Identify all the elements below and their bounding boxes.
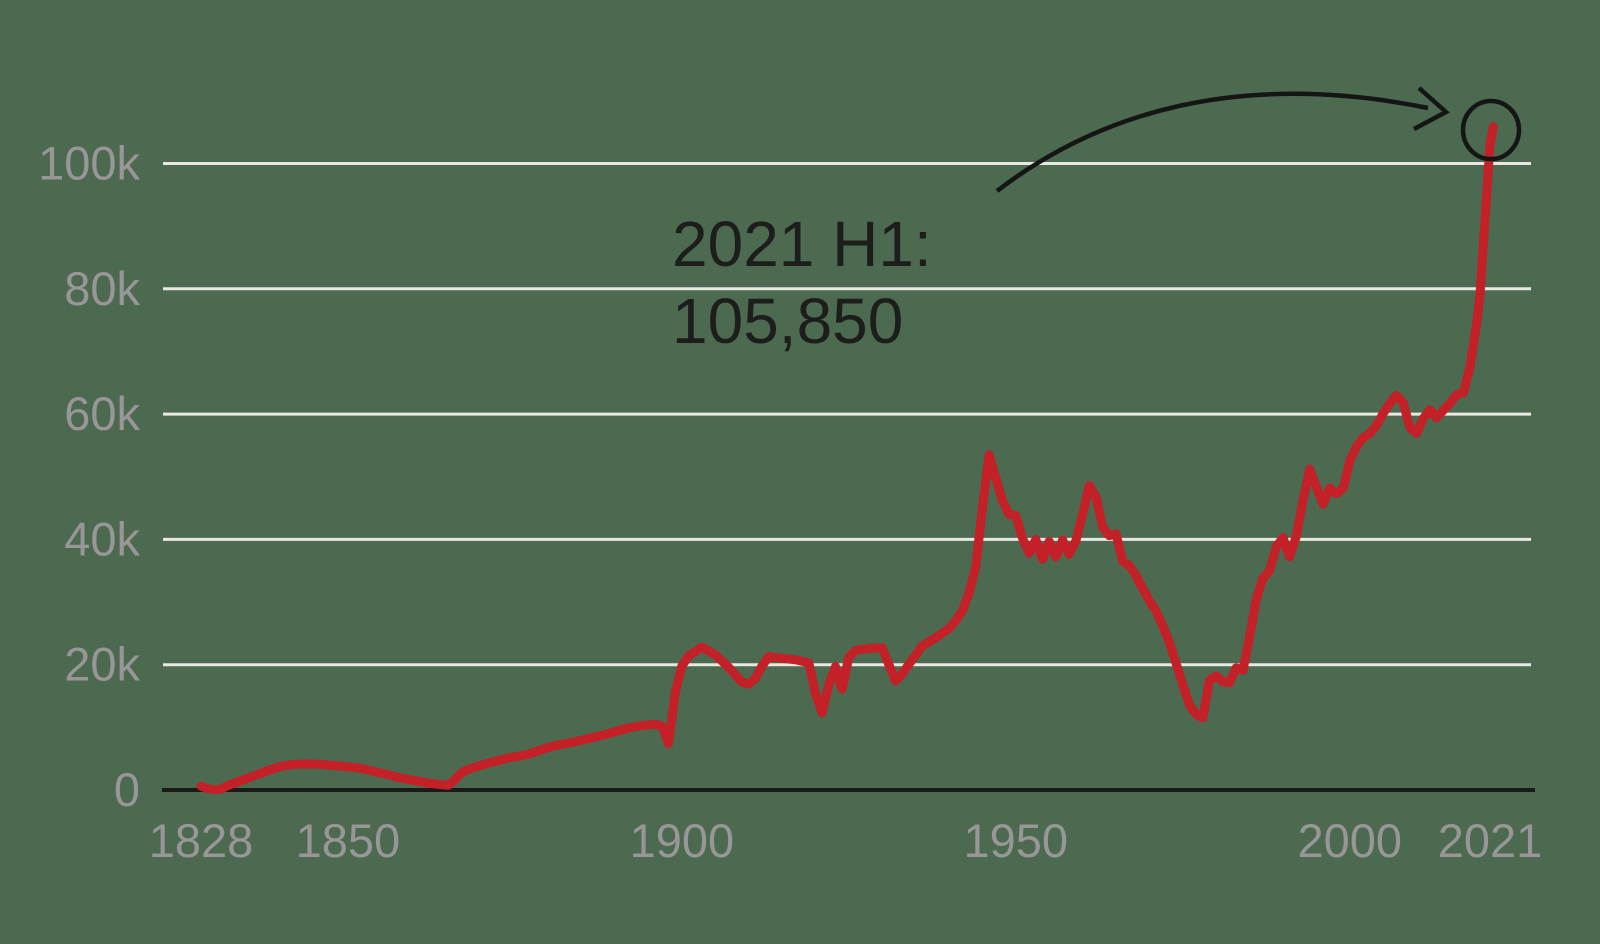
annotation-text-line1: 2021 H1: <box>672 208 932 280</box>
x-tick-label-2000: 2000 <box>1298 814 1403 867</box>
x-axis-tick-labels: 1828 1850 1900 1950 2000 2021 <box>149 814 1543 867</box>
x-tick-label-2021: 2021 <box>1438 814 1543 867</box>
y-tick-label-40k: 40k <box>64 512 140 565</box>
x-tick-label-1900: 1900 <box>630 814 735 867</box>
y-tick-label-100k: 100k <box>38 137 140 190</box>
y-tick-label-60k: 60k <box>64 387 140 440</box>
y-tick-label-80k: 80k <box>64 262 140 315</box>
x-tick-label-1850: 1850 <box>296 814 401 867</box>
annotation-arrowhead <box>1412 86 1450 131</box>
y-axis-tick-labels: 0 20k 40k 60k 80k 100k <box>38 137 140 817</box>
y-tick-label-20k: 20k <box>64 638 140 691</box>
annotation-text-line2: 105,850 <box>672 285 903 357</box>
gridlines <box>163 162 1531 667</box>
endpoint-highlight-circle <box>1460 98 1522 162</box>
data-series-line <box>196 122 1498 795</box>
y-tick-label-0: 0 <box>114 763 140 816</box>
annotation-arrow <box>995 91 1429 193</box>
x-tick-label-1828: 1828 <box>149 814 254 867</box>
x-tick-label-1950: 1950 <box>964 814 1069 867</box>
